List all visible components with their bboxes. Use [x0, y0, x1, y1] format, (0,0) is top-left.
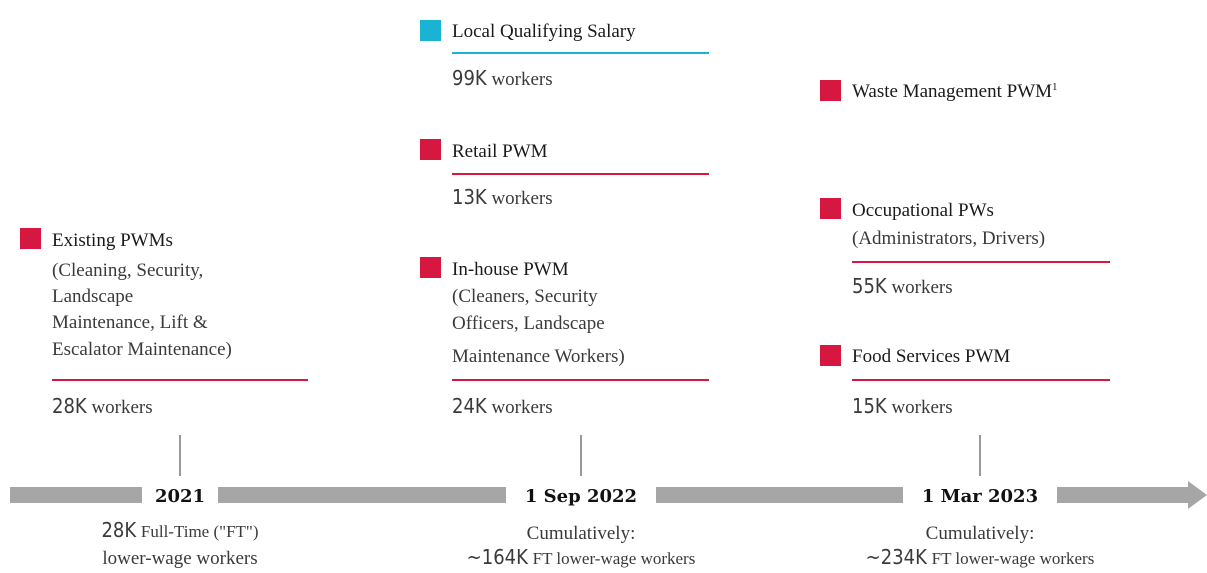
footnote: 1 — [1052, 81, 1058, 93]
marker — [420, 139, 441, 160]
item-count: 28K workers — [52, 394, 153, 418]
item-count: 24K workers — [452, 394, 553, 418]
date-box — [142, 483, 218, 507]
summary-text: Full-Time ("FT") — [141, 522, 259, 541]
item-detail: Maintenance, Lift & — [52, 312, 208, 333]
count: 24K — [452, 394, 488, 418]
item-count: 13K workers — [452, 185, 553, 209]
date-box — [903, 483, 1057, 507]
unit: workers — [891, 397, 952, 418]
item-detail: Escalator Maintenance) — [52, 339, 232, 360]
summary: ~164K FT lower-wage workers — [467, 545, 696, 569]
marker — [820, 345, 841, 366]
unit: workers — [491, 69, 552, 90]
summary-text: FT lower-wage workers — [932, 549, 1095, 568]
unit: workers — [491, 188, 552, 209]
item-label: Existing PWMs — [52, 230, 173, 251]
item-label: Occupational PWs — [852, 200, 994, 221]
item-count: 99K workers — [452, 66, 553, 90]
count: 28K — [101, 518, 137, 542]
item-label: Waste Management PWM1 — [852, 81, 1058, 102]
unit: workers — [891, 277, 952, 298]
summary-prefix: Cumulatively: — [926, 523, 1035, 544]
count: 28K — [52, 394, 88, 418]
marker — [820, 198, 841, 219]
item-detail: Officers, Landscape — [452, 313, 605, 334]
summary-text: lower-wage workers — [102, 548, 257, 569]
item-label: Local Qualifying Salary — [452, 21, 636, 42]
date: 1 Sep 2022 — [525, 486, 637, 507]
date: 1 Mar 2023 — [922, 486, 1038, 507]
count: 99K — [452, 66, 488, 90]
item-detail: Landscape — [52, 286, 133, 307]
item-detail: (Cleaners, Security — [452, 286, 598, 307]
count: ~164K — [467, 545, 529, 569]
count: ~234K — [866, 545, 928, 569]
count: 13K — [452, 185, 488, 209]
timeline-arrow — [1188, 481, 1207, 509]
item-detail: (Cleaning, Security, — [52, 260, 203, 281]
count: 15K — [852, 394, 888, 418]
item-detail: Maintenance Workers) — [452, 346, 625, 367]
marker — [20, 228, 41, 249]
summary-text: FT lower-wage workers — [533, 549, 696, 568]
item-count: 15K workers — [852, 394, 953, 418]
item-count: 55K workers — [852, 274, 953, 298]
item-detail: (Administrators, Drivers) — [852, 228, 1045, 249]
date-box — [506, 483, 656, 507]
item-label: In-house PWM — [452, 259, 569, 280]
item-label: Retail PWM — [452, 141, 548, 162]
label: Waste Management PWM — [852, 81, 1052, 102]
unit: workers — [91, 397, 152, 418]
marker — [420, 257, 441, 278]
unit: workers — [491, 397, 552, 418]
item-label: Food Services PWM — [852, 346, 1010, 367]
marker — [820, 80, 841, 101]
date: 2021 — [155, 486, 205, 507]
summary: 28K Full-Time ("FT") — [101, 518, 258, 542]
summary-prefix: Cumulatively: — [527, 523, 636, 544]
summary: ~234K FT lower-wage workers — [866, 545, 1095, 569]
marker — [420, 20, 441, 41]
count: 55K — [852, 274, 888, 298]
